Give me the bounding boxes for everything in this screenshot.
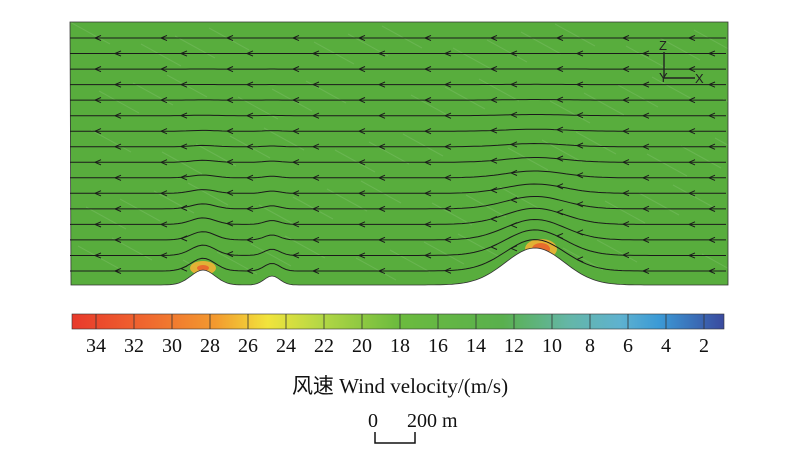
colorbar [72, 314, 724, 329]
axis-z-label: Z [659, 38, 667, 53]
velocity-contour-field [70, 22, 763, 285]
axis-x-label: X [695, 71, 704, 86]
colorbar-tick-label: 32 [114, 335, 154, 358]
colorbar-tick-label: 6 [608, 335, 648, 358]
colorbar-tick-label: 4 [646, 335, 686, 358]
colorbar-tick-label: 8 [570, 335, 610, 358]
colorbar-tick-label: 28 [190, 335, 230, 358]
colorbar-tick-label: 26 [228, 335, 268, 358]
scale-bar-line [375, 432, 415, 443]
colorbar-tick-label: 24 [266, 335, 306, 358]
colorbar-tick-label: 14 [456, 335, 496, 358]
colorbar-tick-label: 10 [532, 335, 572, 358]
colorbar-tick-label: 18 [380, 335, 420, 358]
colorbar-tick-label: 2 [684, 335, 724, 358]
scale-bar-value: 200 m [407, 410, 458, 433]
colorbar-tick-label: 12 [494, 335, 534, 358]
colorbar-tick-label: 20 [342, 335, 382, 358]
legend-title: 风速 Wind velocity/(m/s) [0, 370, 800, 400]
colorbar-tick-label: 16 [418, 335, 458, 358]
colorbar-gradient [72, 314, 724, 329]
axis-y-label: Y [659, 70, 668, 85]
velocity-gradient-fill [70, 22, 728, 285]
colorbar-tick-label: 34 [76, 335, 116, 358]
scale-bar-zero: 0 [368, 410, 378, 433]
colorbar-tick-label: 30 [152, 335, 192, 358]
colorbar-tick-label: 22 [304, 335, 344, 358]
